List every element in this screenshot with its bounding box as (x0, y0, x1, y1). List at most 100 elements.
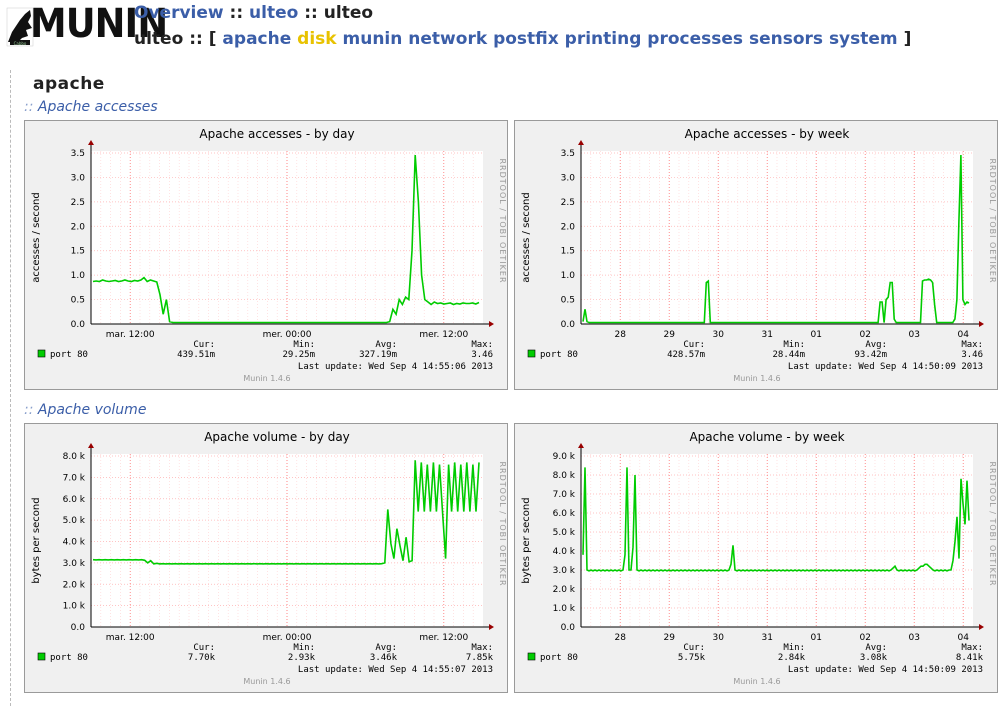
x-tick-label: 04 (957, 330, 969, 340)
svg-text:Cabbo: Cabbo (14, 41, 27, 46)
nav-close-bracket: ] (903, 29, 912, 49)
x-tick-label: 28 (614, 633, 626, 643)
graph-title: Apache volume - by week (689, 430, 844, 444)
stat-avg: 3.08k (860, 653, 888, 663)
y-tick-label: 2.0 k (553, 585, 576, 595)
stat-header-cur: Cur: (683, 643, 705, 653)
x-tick-label: 01 (810, 633, 821, 643)
stat-header-avg: Avg: (865, 643, 887, 653)
nav-link-apache[interactable]: apache (222, 29, 292, 49)
y-tick-label: 2.0 (561, 222, 576, 232)
stat-header-max: Max: (471, 340, 493, 350)
x-tick-label: 30 (712, 330, 724, 340)
stat-min: 29.25m (282, 350, 315, 360)
y-tick-label: 3.0 k (553, 566, 576, 576)
y-tick-label: 0.0 (71, 320, 86, 330)
header: Cabbo MUNIN Overview :: ulteo :: ulteo u… (0, 0, 1000, 62)
graph-volume-day[interactable]: Apache volume - by day 0.0 1.0 k 2.0 k 3.0 k… (24, 423, 508, 693)
series-line (92, 154, 480, 324)
legend-swatch (37, 349, 46, 358)
rrdtool-credit: RRDTOOL / TOBI OETIKER (498, 158, 507, 283)
page-title: apache (33, 74, 105, 94)
stat-cur: 5.75k (678, 653, 706, 663)
stat-cur: 439.51m (177, 350, 215, 360)
stat-min: 2.93k (288, 653, 316, 663)
section-title-accesses: :: Apache accesses (24, 99, 158, 115)
y-tick-label: 0.0 (71, 623, 86, 633)
y-tick-label: 0.5 (71, 296, 85, 306)
section-label: Apache volume (37, 402, 147, 418)
stat-cur: 7.70k (188, 653, 216, 663)
munin-logo[interactable]: Cabbo (6, 6, 122, 52)
nav-link-system[interactable]: system (828, 29, 898, 49)
stat-header-min: Min: (783, 643, 805, 653)
stat-header-cur: Cur: (193, 340, 215, 350)
x-tick-label: 04 (957, 633, 969, 643)
nav-link-sensors[interactable]: sensors (748, 29, 824, 49)
nav-host: ulteo (134, 29, 184, 49)
y-tick-label: 3.0 (71, 173, 86, 183)
munin-version: Munin 1.4.6 (733, 677, 780, 686)
y-tick-label: 2.0 (71, 222, 86, 232)
y-axis-label: accesses / second (31, 192, 42, 282)
y-tick-label: 0.0 (561, 623, 576, 633)
nav-link-disk[interactable]: disk (297, 29, 337, 49)
stat-header-avg: Avg: (865, 340, 887, 350)
breadcrumb: Overview :: ulteo :: ulteo (134, 3, 373, 23)
stat-cur: 428.57m (667, 350, 705, 360)
x-tick-label: mar. 12:00 (106, 633, 155, 643)
y-axis-arrow-icon (88, 140, 94, 145)
y-axis-label: bytes per second (31, 497, 42, 583)
nav-link-network[interactable]: network (408, 29, 488, 49)
stat-avg: 3.46k (370, 653, 398, 663)
stat-avg: 93.42m (854, 350, 887, 360)
nav-link-postfix[interactable]: postfix (493, 29, 559, 49)
munin-version: Munin 1.4.6 (243, 677, 290, 686)
y-tick-label: 1.0 (71, 271, 86, 281)
legend-swatch (37, 652, 46, 661)
left-dashed-rule (10, 70, 11, 706)
legend-swatch (527, 349, 536, 358)
rrdtool-credit: RRDTOOL / TOBI OETIKER (498, 461, 507, 586)
graph-canvas: Apache volume - by week 0.0 1.0 k 2.0 k 3.0 … (521, 430, 997, 686)
graph-title: Apache accesses - by week (685, 127, 850, 141)
breadcrumb-domain-link[interactable]: ulteo (249, 3, 299, 23)
nav-link-munin[interactable]: munin (342, 29, 403, 49)
raven-icon: Cabbo (6, 7, 34, 47)
stat-header-min: Min: (783, 340, 805, 350)
y-tick-label: 0.5 (561, 296, 575, 306)
stat-avg: 327.19m (359, 350, 397, 360)
stat-header-min: Min: (293, 643, 315, 653)
stat-max: 7.85k (466, 653, 494, 663)
last-update: Last update: Wed Sep 4 14:55:07 2013 (298, 665, 493, 675)
x-tick-label: 31 (761, 633, 772, 643)
x-tick-label: mar. 12:00 (106, 330, 155, 340)
graph-canvas: Apache volume - by day 0.0 1.0 k 2.0 k 3.0 k… (31, 430, 507, 686)
x-tick-label: 02 (859, 330, 870, 340)
graph-title: Apache accesses - by day (199, 127, 354, 141)
x-axis-arrow-icon (489, 321, 494, 327)
nav-link-printing[interactable]: printing (564, 29, 642, 49)
legend-swatch (527, 652, 536, 661)
stat-header-avg: Avg: (375, 340, 397, 350)
nav-link-processes[interactable]: processes (647, 29, 744, 49)
y-tick-label: 0.0 (561, 320, 576, 330)
y-tick-label: 1.0 k (63, 602, 86, 612)
graph-title: Apache volume - by day (204, 430, 350, 444)
graph-volume-week[interactable]: Apache volume - by week 0.0 1.0 k 2.0 k 3.0 … (514, 423, 998, 693)
x-tick-label: 30 (712, 633, 724, 643)
stat-header-max: Max: (471, 643, 493, 653)
last-update: Last update: Wed Sep 4 14:50:09 2013 (788, 362, 983, 372)
breadcrumb-overview-link[interactable]: Overview (134, 3, 224, 23)
legend-series-name: port 80 (540, 653, 578, 663)
y-tick-label: 1.5 (71, 247, 85, 257)
graph-accesses-day[interactable]: Apache accesses - by day 0.0 0.5 1.0 1.5 2.0 2… (24, 120, 508, 390)
stat-max: 3.46 (961, 350, 983, 360)
series-line (582, 154, 970, 324)
x-tick-label: 02 (859, 633, 870, 643)
last-update: Last update: Wed Sep 4 14:55:06 2013 (298, 362, 493, 372)
graph-accesses-week[interactable]: Apache accesses - by week 0.0 0.5 1.0 1.5 2.0… (514, 120, 998, 390)
section-label: Apache accesses (37, 99, 158, 115)
munin-version: Munin 1.4.6 (243, 374, 290, 383)
x-tick-label: 03 (908, 633, 919, 643)
